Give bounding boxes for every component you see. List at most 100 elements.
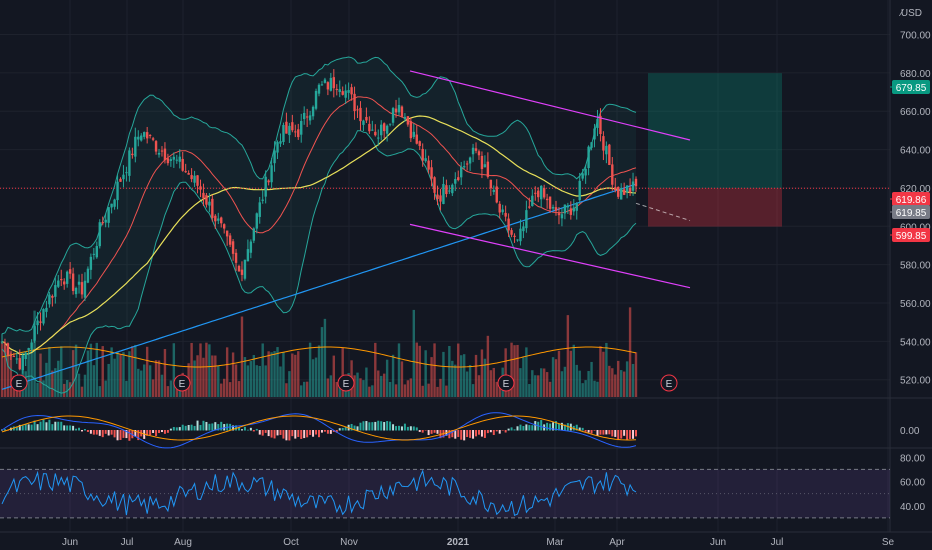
macd-histogram-bar: [36, 424, 39, 431]
volume-bar: [45, 362, 48, 397]
macd-histogram-bar: [546, 422, 549, 431]
macd-histogram-bar: [395, 426, 398, 431]
candle-body: [445, 185, 448, 195]
macd-histogram-bar: [531, 425, 534, 431]
candle-body: [24, 352, 27, 360]
macd-histogram-bar: [267, 430, 270, 437]
macd-histogram-bar: [116, 430, 119, 441]
volume-ma: [1, 346, 637, 368]
candle-body: [193, 175, 196, 183]
candle-body: [634, 178, 638, 187]
candle-body: [264, 176, 267, 197]
candle-body: [457, 177, 460, 181]
price-tick-label: 680.00: [900, 69, 931, 80]
candle-body: [611, 164, 614, 185]
macd-histogram-bar: [312, 430, 315, 437]
macd-histogram-bar: [63, 425, 66, 431]
volume-bar: [409, 378, 413, 397]
candle-body: [92, 253, 96, 255]
volume-bar: [557, 350, 561, 397]
macd-histogram-bar: [315, 430, 318, 435]
macd-histogram-bar: [48, 419, 51, 431]
candle-body: [199, 186, 202, 190]
earnings-marker[interactable]: E: [660, 374, 678, 392]
macd-histogram-bar: [386, 421, 389, 431]
time-axis[interactable]: Jun Jul Aug Oct Nov 2021 Mar Apr Jun Jul Se: [0, 531, 932, 550]
volume-bar: [276, 347, 279, 397]
macd-histogram-bar: [341, 427, 344, 431]
candle-body: [95, 246, 99, 258]
currency-label[interactable]: USD: [901, 8, 922, 19]
candle-body: [578, 180, 581, 201]
candle-body: [368, 123, 371, 132]
candle-body: [504, 212, 507, 217]
candle-body: [211, 198, 214, 218]
candle-body: [477, 151, 481, 156]
volume-bar: [261, 343, 264, 397]
candle-body: [371, 129, 374, 131]
trend-channel[interactable]: [409, 70, 691, 289]
volume-bar: [608, 365, 611, 397]
macd-histogram-bar: [276, 430, 279, 436]
volume-bar: [492, 367, 495, 397]
volume-bar: [510, 342, 513, 397]
macd-histogram-bar: [415, 427, 418, 431]
macd-histogram-bar: [460, 430, 463, 440]
macd-histogram-bar: [57, 421, 60, 431]
volume-bar: [137, 368, 140, 397]
volume-bar: [495, 381, 498, 397]
earnings-marker[interactable]: E: [10, 374, 28, 392]
candle-body: [590, 142, 593, 148]
price-axis[interactable]: 700.00 680.00 660.00 640.00 620.00 600.00 580.…: [900, 31, 931, 513]
macd-histogram-bar: [522, 426, 525, 431]
candle-body: [631, 181, 635, 191]
volume-bar: [231, 352, 235, 397]
volume-bar: [255, 365, 258, 397]
macd-histogram-bar: [60, 421, 63, 431]
macd-histogram-bar: [21, 425, 24, 431]
macd-histogram-bar: [590, 430, 593, 434]
macd-histogram-bar: [457, 430, 460, 437]
candle-body: [323, 79, 327, 83]
macd-histogram-bar: [318, 430, 320, 438]
candle-body: [356, 109, 359, 111]
macd-histogram-bar: [306, 430, 309, 438]
macd-histogram-bar: [238, 427, 241, 431]
macd-histogram-bar: [75, 428, 78, 431]
candle-body: [261, 199, 264, 201]
volume-bars: [0, 307, 638, 397]
macd-histogram-bar: [98, 430, 101, 436]
macd-histogram-bar: [504, 430, 507, 433]
volume-bar: [134, 344, 137, 397]
long-position-tool[interactable]: [648, 73, 782, 227]
earnings-marker[interactable]: E: [173, 374, 191, 392]
candle-body: [545, 198, 549, 201]
candle-body: [83, 280, 87, 298]
volume-bar: [442, 351, 445, 397]
candle-body: [362, 120, 365, 125]
candle-body: [596, 118, 599, 128]
candle-body: [563, 204, 567, 214]
candle-body: [143, 132, 146, 137]
volume-bar: [572, 344, 575, 397]
candle-body: [119, 178, 122, 182]
volume-bar: [104, 380, 107, 397]
volume-bar: [228, 382, 232, 397]
candle-body: [593, 128, 596, 140]
earnings-marker[interactable]: E: [497, 374, 515, 392]
candle-body: [220, 217, 223, 224]
macd-histogram-bar: [409, 426, 412, 431]
volume-bar: [460, 355, 463, 397]
macd-histogram-bar: [282, 430, 285, 439]
macd-histogram-bar: [1, 429, 3, 431]
macd-histogram-bar: [273, 430, 276, 439]
earnings-marker[interactable]: E: [337, 374, 355, 392]
macd-histogram-bar: [475, 430, 478, 437]
volume-bar: [483, 358, 487, 397]
candle-body: [294, 131, 297, 133]
volume-bar: [86, 350, 90, 397]
candle-body: [140, 135, 143, 141]
